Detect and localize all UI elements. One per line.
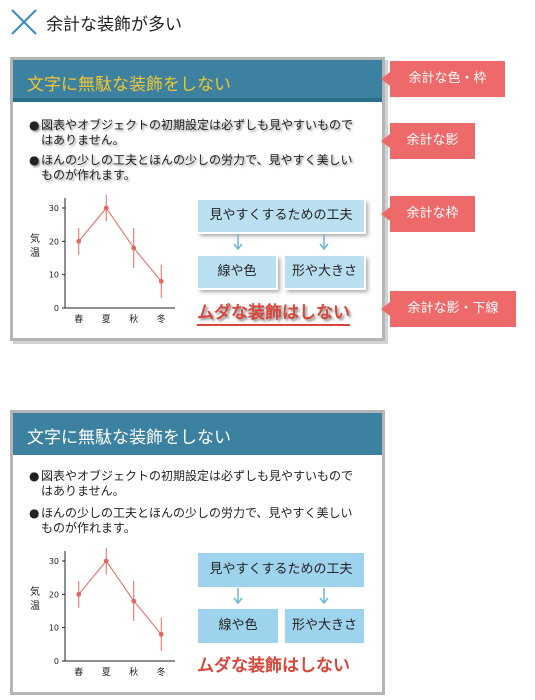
- callout-label: 余計な影・下線: [381, 291, 516, 327]
- bullet-mark: ●: [29, 469, 40, 483]
- y-tick-label: 30: [49, 204, 59, 213]
- bullet-mark: ●: [29, 506, 40, 520]
- bullet-item: ● ほんの少しの工夫とほんの少しの労力で、見やすく美しいものが作れます。: [29, 506, 353, 535]
- data-point: [103, 558, 109, 564]
- callout-label: 余計な影: [381, 123, 475, 159]
- x-tick-label: 春: [74, 313, 83, 325]
- temperature-chart: 0 10 20 30 春 夏 秋 冬 気温: [30, 194, 175, 325]
- y-tick-label: 30: [49, 557, 59, 566]
- flow-top-box: 見やすくするための工夫: [198, 553, 364, 587]
- x-tick-label: 春: [74, 666, 83, 678]
- flow-top-box: 見やすくするための工夫: [198, 200, 364, 232]
- data-point: [158, 631, 164, 637]
- y-tick-label: 0: [54, 304, 59, 313]
- y-tick-label: 10: [49, 271, 59, 280]
- flow-left-box: 線や色: [198, 256, 276, 288]
- y-tick-label: 20: [49, 590, 59, 599]
- bullet-item: ● 図表やオブジェクトの初期設定は必ずしも見やすいものではありません。: [29, 118, 354, 147]
- arrow-down-icon: [233, 588, 243, 604]
- y-axis-label: 気: [30, 585, 40, 598]
- flow-right-box: 形や大きさ: [285, 256, 364, 288]
- arrow-down-icon: [319, 588, 329, 604]
- arrow-down-icon: [233, 234, 243, 250]
- bullet-mark: ●: [29, 118, 40, 132]
- slide-title: 文字に無駄な装飾をしない: [27, 75, 231, 95]
- bullet-item: ● ほんの少しの工夫とほんの少しの労力で、見やすく美しいものが作れます。: [29, 153, 353, 182]
- data-point: [131, 598, 137, 604]
- slide-title-bar: 文字に無駄な装飾をしない: [13, 60, 382, 102]
- clean-slide: 文字に無駄な装飾をしない ● 図表やオブジェクトの初期設定は必ずしも見やすいもの…: [10, 410, 385, 695]
- data-point: [76, 591, 82, 597]
- data-point: [76, 238, 82, 244]
- data-point: [158, 278, 164, 284]
- slide-title-bar: 文字に無駄な装飾をしない: [13, 413, 382, 455]
- series-line: [78, 207, 162, 282]
- y-tick-label: 0: [54, 657, 59, 666]
- key-message: ムダな装飾はしない: [197, 298, 350, 326]
- x-tick-label: 秋: [129, 666, 138, 678]
- y-tick-label: 10: [49, 624, 59, 633]
- y-axis-label: 気: [30, 232, 40, 245]
- flow-right-box: 形や大きさ: [285, 609, 364, 643]
- y-axis-label: 温: [30, 600, 40, 612]
- bullet-mark: ●: [29, 153, 40, 167]
- y-tick-label: 20: [49, 237, 59, 246]
- x-tick-label: 冬: [157, 313, 166, 325]
- x-tick-label: 夏: [102, 667, 111, 678]
- callout-label: 余計な色・枠: [381, 61, 505, 97]
- series-line: [78, 560, 162, 635]
- data-point: [103, 205, 109, 211]
- key-message: ムダな装飾はしない: [197, 656, 350, 676]
- arrow-down-icon: [319, 234, 329, 250]
- flow-left-box: 線や色: [198, 609, 278, 643]
- x-tick-label: 夏: [102, 314, 111, 325]
- temperature-chart: 0 10 20 30 春 夏 秋 冬 気温: [30, 547, 175, 678]
- x-tick-label: 秋: [129, 313, 138, 325]
- page-title: 余計な装飾が多い: [46, 15, 182, 35]
- cross-icon: [11, 9, 37, 35]
- bullet-item: ● 図表やオブジェクトの初期設定は必ずしも見やすいものではありません。: [29, 469, 354, 498]
- y-axis-label: 温: [30, 247, 40, 259]
- decorated-slide: 文字に無駄な装飾をしない ● 図表やオブジェクトの初期設定は必ずしも見やすいもの…: [10, 57, 385, 341]
- slide-title: 文字に無駄な装飾をしない: [27, 428, 231, 448]
- x-tick-label: 冬: [157, 666, 166, 678]
- data-point: [131, 245, 137, 251]
- callout-label: 余計な枠: [381, 196, 475, 232]
